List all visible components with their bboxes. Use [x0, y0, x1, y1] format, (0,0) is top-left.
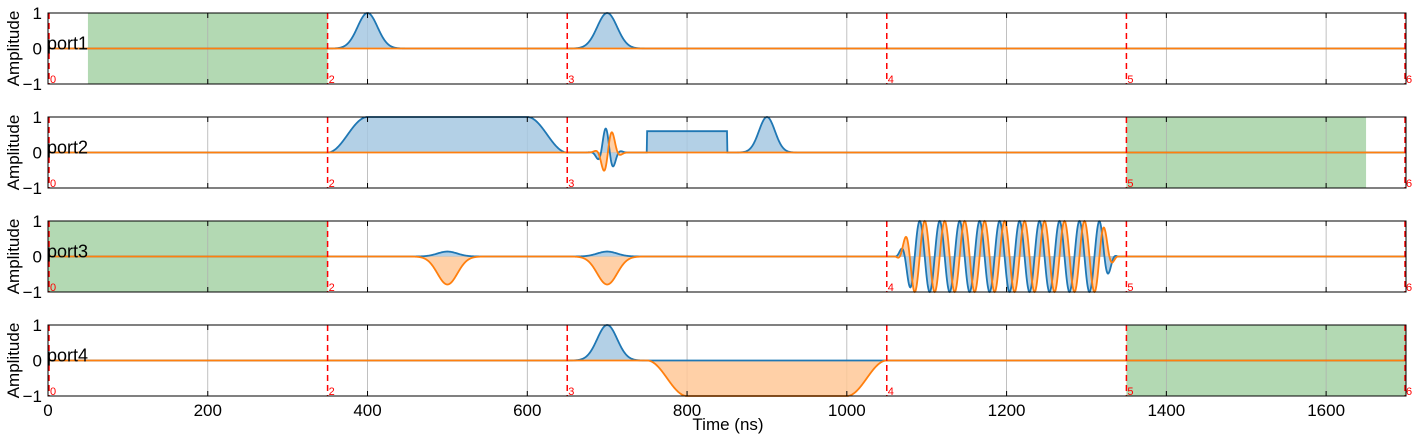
x-tick-label: 200 — [194, 401, 222, 420]
port-label: port3 — [47, 242, 88, 262]
marker-label: 0 — [50, 74, 56, 86]
y-axis-label: Amplitude — [4, 11, 23, 87]
port-label: port4 — [47, 346, 88, 366]
port-label: port2 — [47, 138, 88, 158]
y-axis-label: Amplitude — [4, 115, 23, 191]
q-waveform-line — [48, 131, 1406, 172]
marker-label: 6 — [1406, 282, 1412, 294]
port-label: port1 — [47, 34, 88, 54]
marker-label: 4 — [888, 282, 894, 294]
y-tick-label: −1 — [23, 387, 42, 406]
x-tick-label: 1400 — [1147, 401, 1185, 420]
marker-label: 0 — [50, 178, 56, 190]
y-tick-label: 1 — [33, 4, 42, 23]
x-tick-label: 1600 — [1307, 401, 1345, 420]
marker-label: 6 — [1406, 74, 1412, 86]
x-tick-label: 1000 — [828, 401, 866, 420]
marker-label: 0 — [50, 386, 56, 398]
y-axis-label: Amplitude — [4, 219, 23, 295]
marker-label: 5 — [1127, 178, 1133, 190]
x-tick-label: 400 — [353, 401, 381, 420]
marker-label: 5 — [1127, 386, 1133, 398]
marker-label: 4 — [888, 386, 894, 398]
q-waveform-line — [48, 219, 1406, 294]
marker-label: 3 — [568, 178, 574, 190]
y-axis-label: Amplitude — [4, 323, 23, 399]
y-tick-label: −1 — [23, 283, 42, 302]
panel-port4: 0 2 3 4 5 6 −1 0 1 Amplitude port4 — [4, 316, 1412, 406]
y-tick-label: 1 — [33, 108, 42, 127]
marker-label: 3 — [568, 386, 574, 398]
marker-label: 0 — [50, 282, 56, 294]
x-tick-label: 0 — [43, 401, 52, 420]
marker-label: 2 — [329, 178, 335, 190]
x-axis-label: Time (ns) — [692, 415, 763, 434]
marker-label: 3 — [568, 74, 574, 86]
marker-label: 2 — [329, 386, 335, 398]
q-fill — [48, 360, 1406, 396]
panel-port2: 0 2 3 5 6 −1 0 1 Amplitude port2 — [4, 108, 1412, 198]
y-tick-label: −1 — [23, 179, 42, 198]
y-tick-label: −1 — [23, 75, 42, 94]
marker-label: 4 — [888, 74, 894, 86]
y-tick-label: 0 — [33, 248, 42, 267]
marker-label: 6 — [1406, 178, 1412, 190]
x-tick-label: 800 — [673, 401, 701, 420]
panel-port3: 0 2 4 5 6 −1 0 1 Amplitude port3 — [4, 212, 1412, 302]
marker-label: 2 — [329, 282, 335, 294]
y-tick-label: 1 — [33, 212, 42, 231]
x-tick-label: 600 — [513, 401, 541, 420]
panel-port1: 0 2 3 4 5 6 −1 0 1 Amplitude port1 — [4, 4, 1412, 94]
marker-label: 6 — [1406, 386, 1412, 398]
marker-label: 5 — [1127, 74, 1133, 86]
x-tick-label: 1200 — [988, 401, 1026, 420]
y-tick-label: 0 — [33, 40, 42, 59]
y-tick-label: 1 — [33, 316, 42, 335]
marker-label: 2 — [329, 74, 335, 86]
y-tick-label: 0 — [33, 144, 42, 163]
marker-label: 5 — [1127, 282, 1133, 294]
y-tick-label: 0 — [33, 352, 42, 371]
